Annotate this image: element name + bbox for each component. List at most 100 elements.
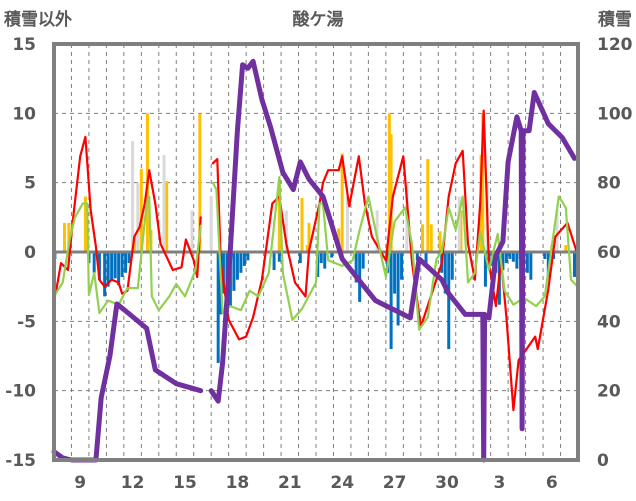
lightgray-bar <box>457 196 461 252</box>
left-tick-label: 5 <box>24 174 36 194</box>
x-tick-label: 24 <box>330 473 354 493</box>
blue-bar <box>106 252 110 287</box>
blue-bar <box>117 252 121 286</box>
lightgray-bar <box>136 182 140 252</box>
blue-bar <box>504 252 508 264</box>
blue-bar <box>239 252 243 273</box>
blue-bar <box>110 252 114 280</box>
yellow-bar <box>340 153 344 252</box>
blue-bar <box>103 252 107 297</box>
x-tick-label: 18 <box>226 473 250 493</box>
blue-bar <box>483 252 487 287</box>
blue-bar <box>515 252 519 269</box>
x-tick-label: 6 <box>546 473 558 493</box>
yellow-bar <box>387 113 391 252</box>
left-tick-label: 15 <box>12 35 36 55</box>
green-series-line <box>54 176 578 331</box>
blue-bar <box>501 252 505 271</box>
left-tick-label: -10 <box>5 382 36 402</box>
left-axis-label: 積雪以外 <box>4 9 72 30</box>
left-tick-label: 10 <box>12 104 36 124</box>
yellow-bar <box>429 224 433 252</box>
blue-bar <box>330 252 334 258</box>
blue-bar <box>424 252 428 266</box>
blue-bar <box>361 252 365 269</box>
lightgray-bar <box>284 210 288 252</box>
left-tick-label: -15 <box>5 451 36 471</box>
x-tick-label: 9 <box>74 473 86 493</box>
blue-bar <box>389 252 393 350</box>
chart-title: 酸ケ湯 <box>293 9 344 30</box>
blue-bar <box>216 252 220 363</box>
blue-bar <box>113 252 117 279</box>
lightgray-bar <box>190 210 194 252</box>
yellow-bar <box>305 245 309 252</box>
blue-bar <box>415 252 419 261</box>
blue-bar <box>358 252 362 302</box>
x-tick-label: 12 <box>121 473 145 493</box>
yellow-bar <box>139 168 143 252</box>
blue-bar <box>235 252 239 280</box>
yellow-bar <box>481 113 485 252</box>
blue-bar <box>319 252 323 264</box>
blue-bar <box>354 252 358 283</box>
yellow-bar <box>564 245 568 252</box>
lightgray-bar <box>345 196 349 252</box>
blue-bar <box>127 252 131 264</box>
lightgray-bar <box>131 141 135 252</box>
yellow-bar <box>165 181 169 252</box>
right-tick-label: 100 <box>597 104 633 124</box>
yellow-bar <box>307 222 311 252</box>
yellow-bar <box>198 113 202 252</box>
x-tick-label: 27 <box>383 473 407 493</box>
blue-bar <box>525 252 529 273</box>
blue-bar <box>396 252 400 326</box>
yellow-bar <box>277 182 281 252</box>
blue-bar <box>400 252 404 280</box>
yellow-bar <box>421 224 425 252</box>
blue-bar <box>447 252 451 350</box>
yellow-bar <box>67 222 71 252</box>
blue-bar <box>298 252 302 264</box>
blue-bar <box>508 252 512 259</box>
blue-bar <box>246 252 250 261</box>
blue-bar <box>97 252 101 280</box>
right-tick-label: 60 <box>597 243 621 263</box>
lightgray-bar <box>375 210 379 252</box>
right-tick-label: 40 <box>597 312 621 332</box>
right-tick-label: 20 <box>597 382 621 402</box>
blue-bar <box>120 252 124 277</box>
right-axis-label: 積雪 <box>598 9 632 30</box>
blue-bar <box>450 252 454 280</box>
lightgray-bar <box>162 154 166 252</box>
x-tick-label: 21 <box>278 473 302 493</box>
blue-bar <box>124 252 128 273</box>
right-tick-label: 0 <box>597 451 609 471</box>
yellow-bar <box>83 196 87 252</box>
right-tick-label: 80 <box>597 174 621 194</box>
blue-bar <box>323 252 327 269</box>
blue-bar <box>277 252 281 262</box>
yellow-bar <box>459 210 463 252</box>
plot-frame <box>52 42 580 462</box>
blue-bar <box>543 252 547 259</box>
blue-bar <box>232 252 236 291</box>
yellow-bar <box>426 159 430 252</box>
yellow-bar <box>300 197 304 252</box>
blue-bar <box>573 252 577 277</box>
x-tick-label: 30 <box>435 473 459 493</box>
blue-bar <box>242 252 246 266</box>
blue-bar <box>221 252 225 294</box>
blue-bar <box>393 252 397 294</box>
x-tick-label: 15 <box>173 473 197 493</box>
blue-bar <box>443 252 447 294</box>
axes: 15 10 5 0 -5 -10 -15 120 100 80 60 40 20 0 9 12 15 18 21 24… <box>5 35 632 493</box>
yellow-bar <box>438 231 442 252</box>
yellow-bar <box>62 222 66 252</box>
left-tick-label: -5 <box>17 312 36 332</box>
yellow-bar <box>389 134 393 252</box>
blue-bar <box>92 252 96 273</box>
left-tick-label: 0 <box>24 243 36 263</box>
x-tick-label: 3 <box>493 473 505 493</box>
